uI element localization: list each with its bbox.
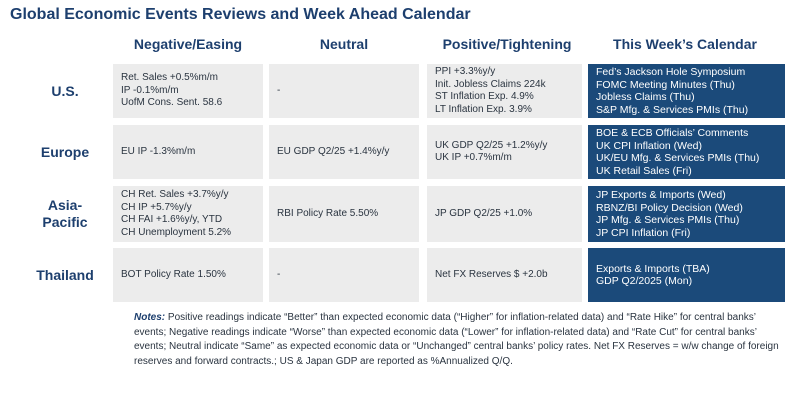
column-header-negative: Negative/Easing xyxy=(133,36,243,52)
calendar-cell-asia-pacific: JP Exports & Imports (Wed) RBNZ/BI Polic… xyxy=(588,186,785,242)
notes-label: Notes: xyxy=(134,312,166,323)
table-cell-line: EU GDP Q2/25 +1.4%y/y xyxy=(277,145,390,157)
calendar-item: Exports & Imports (TBA) xyxy=(596,262,710,275)
table-cell-line: UofM Cons. Sent. 58.6 xyxy=(121,97,223,109)
table-cell-line: Ret. Sales +0.5%m/m xyxy=(121,72,218,84)
cell-asia-pacific-negative: CH Ret. Sales +3.7%y/y CH IP +5.7%y/y CH… xyxy=(113,186,263,242)
row-label-us: U.S. xyxy=(51,82,79,99)
column-header-calendar: This Week’s Calendar xyxy=(613,36,757,52)
cell-us-positive: PPI +3.3%y/y Init. Jobless Claims 224k S… xyxy=(427,64,582,118)
column-header-positive: Positive/Tightening xyxy=(442,36,572,52)
page-title: Global Economic Events Reviews and Week … xyxy=(10,6,471,23)
footnote: Notes: Positive readings indicate “Bette… xyxy=(134,311,784,369)
cell-thailand-neutral: - xyxy=(269,248,419,302)
table-cell-line: - xyxy=(277,268,281,280)
calendar-item: Jobless Claims (Thu) xyxy=(596,91,695,103)
table-cell-line: UK IP +0.7%m/m xyxy=(435,152,512,163)
calendar-cell-thailand: Exports & Imports (TBA) GDP Q2/2025 (Mon… xyxy=(588,248,785,302)
table-cell-line: EU IP -1.3%m/m xyxy=(121,145,196,157)
table-cell-line: - xyxy=(277,84,281,96)
cell-europe-positive: UK GDP Q2/25 +1.2%y/y UK IP +0.7%m/m xyxy=(427,125,582,179)
row-label-thailand: Thailand xyxy=(36,266,94,283)
calendar-item: FOMC Meeting Minutes (Thu) xyxy=(596,78,735,91)
calendar-item: JP Exports & Imports (Wed) xyxy=(596,189,726,201)
column-header-neutral: Neutral xyxy=(319,36,369,52)
table-cell-line: Net FX Reserves $ +2.0b xyxy=(435,268,548,280)
calendar-cell-europe: BOE & ECB Officials’ Comments UK CPI Inf… xyxy=(588,125,785,179)
calendar-item: RBNZ/BI Policy Decision (Wed) xyxy=(596,201,743,214)
cell-europe-neutral: EU GDP Q2/25 +1.4%y/y xyxy=(269,125,419,179)
cell-thailand-positive: Net FX Reserves $ +2.0b xyxy=(427,248,582,302)
cell-europe-negative: EU IP -1.3%m/m xyxy=(113,125,263,179)
cell-us-negative: Ret. Sales +0.5%m/m IP -0.1%m/m UofM Con… xyxy=(113,64,263,118)
table-cell-line: Init. Jobless Claims 224k xyxy=(435,78,546,90)
calendar-item: JP CPI Inflation (Fri) xyxy=(596,226,691,239)
calendar-item: UK CPI Inflation (Wed) xyxy=(596,139,703,152)
table-cell-line: IP -0.1%m/m xyxy=(121,84,179,96)
cell-thailand-negative: BOT Policy Rate 1.50% xyxy=(113,248,263,302)
calendar-item: Fed’s Jackson Hole Symposium xyxy=(596,66,746,78)
row-label-europe: Europe xyxy=(40,143,90,160)
calendar-cell-us: Fed’s Jackson Hole Symposium FOMC Meetin… xyxy=(588,64,785,118)
calendar-item: UK Retail Sales (Fri) xyxy=(596,164,692,177)
cell-asia-pacific-neutral: RBI Policy Rate 5.50% xyxy=(269,186,419,242)
table-cell-line: RBI Policy Rate 5.50% xyxy=(277,207,379,219)
notes-text: Positive readings indicate “Better” than… xyxy=(134,312,779,367)
table-cell-line: UK GDP Q2/25 +1.2%y/y xyxy=(435,139,548,151)
table-cell-line: CH IP +5.7%y/y xyxy=(121,201,192,213)
table-cell-line: ST Inflation Exp. 4.9% xyxy=(435,91,534,102)
calendar-item: GDP Q2/2025 (Mon) xyxy=(596,275,693,287)
calendar-item: S&P Mfg. & Services PMIs (Thu) xyxy=(596,103,749,116)
table-cell-line: BOT Policy Rate 1.50% xyxy=(121,268,226,280)
table-cell-line: JP GDP Q2/25 +1.0% xyxy=(435,207,533,219)
cell-asia-pacific-positive: JP GDP Q2/25 +1.0% xyxy=(427,186,582,242)
table-cell-line: PPI +3.3%y/y xyxy=(435,66,496,77)
table-cell-line: CH Unemployment 5.2% xyxy=(121,226,232,238)
calendar-item: JP Mfg. & Services PMIs (Thu) xyxy=(596,214,740,226)
row-label-asia-pacific: Asia-Pacific xyxy=(42,197,88,230)
table-cell-line: CH FAI +1.6%y/y, YTD xyxy=(121,214,223,225)
table-cell-line: CH Ret. Sales +3.7%y/y xyxy=(121,189,229,200)
cell-us-neutral: - xyxy=(269,64,419,118)
table-cell-line: LT Inflation Exp. 3.9% xyxy=(435,103,532,115)
calendar-item: UK/EU Mfg. & Services PMIs (Thu) xyxy=(596,152,760,164)
calendar-item: BOE & ECB Officials’ Comments xyxy=(596,127,749,139)
